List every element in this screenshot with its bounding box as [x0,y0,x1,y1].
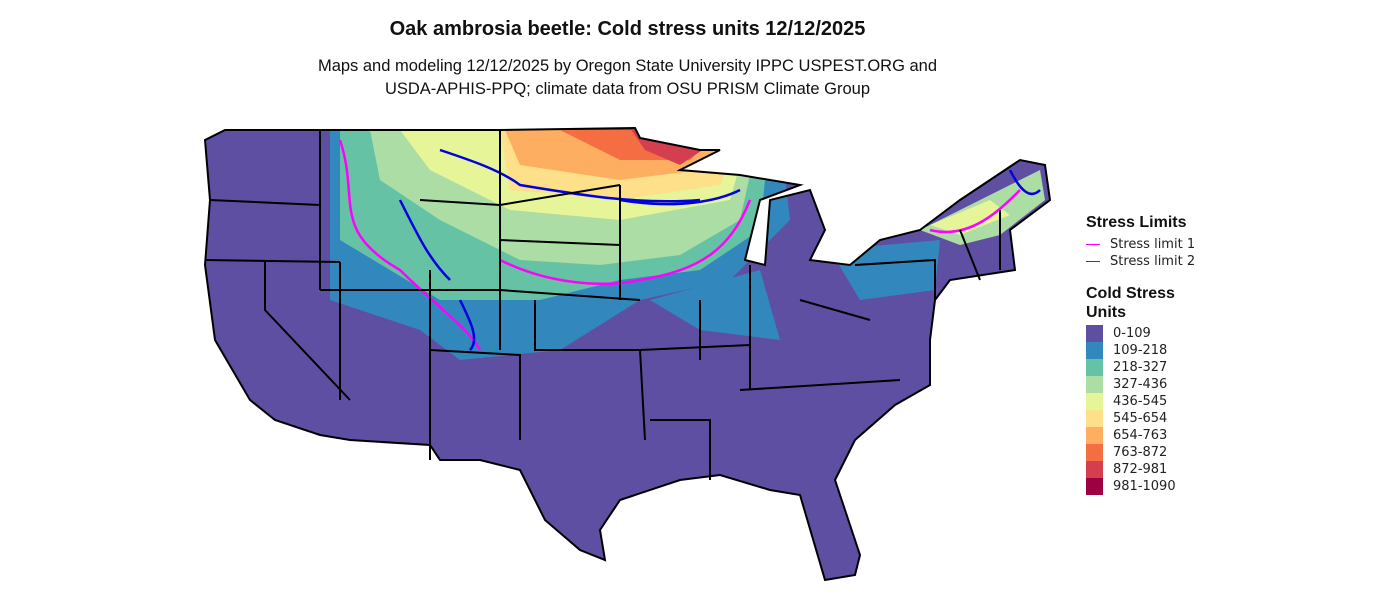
legend-label: 763-872 [1113,445,1168,460]
legend-label: 218-327 [1113,360,1168,375]
legend-swatch [1086,359,1103,376]
legend-item-stress-limit-2: Stress limit 2 [1086,253,1195,270]
legend-limits-title: Stress Limits [1086,214,1187,231]
legend-swatch [1086,461,1103,478]
legend-swatch [1086,444,1103,461]
legend-swatch [1086,342,1103,359]
legend-item-units: 872-981 [1086,461,1167,478]
legend-label: 436-545 [1113,394,1168,409]
stress-limit-2-line [398,148,1041,351]
legend-label: 654-763 [1113,428,1168,443]
legend-label: Stress limit 2 [1110,254,1196,269]
map-title: Oak ambrosia beetle: Cold stress units 1… [389,18,866,40]
legend-item-units: 763-872 [1086,444,1167,461]
region-109-218-midwest [650,270,780,340]
legend-item-units: 218-327 [1086,359,1167,376]
legend-units-title-line1: Cold Stress [1086,285,1175,302]
legend-swatch [1086,410,1103,427]
state-borders [204,127,1051,581]
subtitle-line-2: USDA-APHIS-PPQ; climate data from OSU PR… [384,80,871,98]
legend-item-units: 981-1090 [1086,478,1176,495]
legend-item-units: 109-218 [1086,342,1167,359]
legend-swatch [1086,325,1103,342]
legend-swatch [1086,376,1103,393]
subtitle-line-1: Maps and modeling 12/12/2025 by Oregon S… [317,57,938,75]
legend-label: 109-218 [1113,343,1168,358]
legend-units-title-line2: Units [1086,304,1126,321]
region-northeast-high [930,200,1010,235]
legend-swatch [1086,427,1103,444]
legend-item-units: 0-109 [1086,325,1151,342]
stress-limit-1-line [338,139,1021,351]
legend-item-stress-limit-1: Stress limit 1 [1086,236,1195,253]
legend-swatch [1086,393,1103,410]
legend-item-units: 654-763 [1086,427,1167,444]
legend-units-title: Cold Stress Units [1086,284,1175,322]
legend-label: 0-109 [1113,326,1151,341]
legend-label: 327-436 [1113,377,1168,392]
stress-limit-1-swatch [1086,243,1100,246]
legend-swatch [1086,478,1103,495]
legend-label: 981-1090 [1113,479,1176,494]
legend-label: 545-654 [1113,411,1168,426]
legend-label: 872-981 [1113,462,1168,477]
legend-item-units: 436-545 [1086,393,1167,410]
legend-item-units: 545-654 [1086,410,1167,427]
legend-label: Stress limit 1 [1110,237,1196,252]
stress-limit-2-swatch [1086,260,1100,263]
legend-item-units: 327-436 [1086,376,1167,393]
map-subtitle: Maps and modeling 12/12/2025 by Oregon S… [0,55,1255,101]
